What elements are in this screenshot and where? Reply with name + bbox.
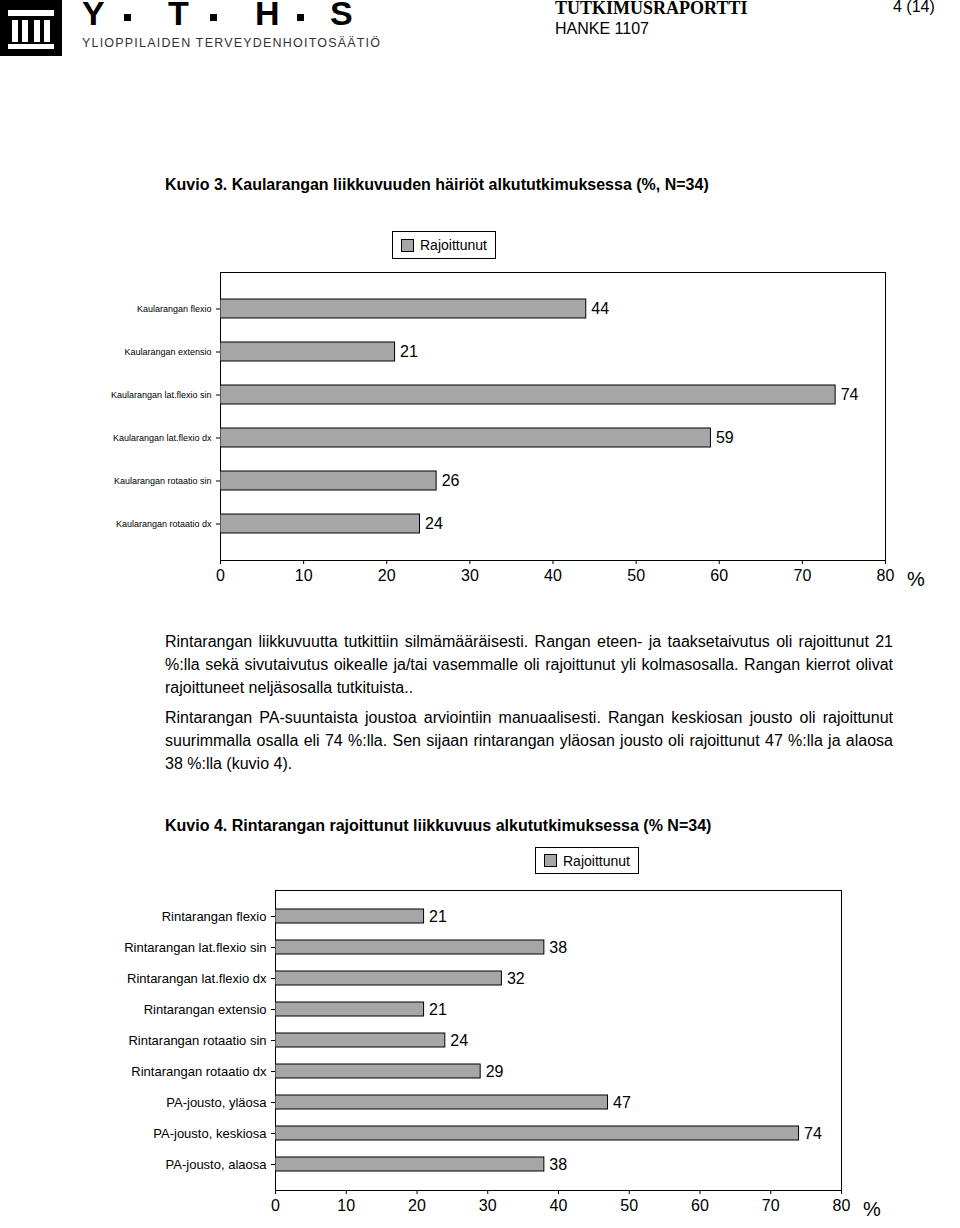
html-text:YLIOPPILAIDEN TERVEYDENHOITOSÄ: YLIOPPILAIDEN TERVEYDENHOITOSÄÄTIÖ <box>82 36 382 50</box>
svg-text:Kaularangan flexio: Kaularangan flexio <box>137 304 212 314</box>
svg-text:0: 0 <box>271 1197 280 1214</box>
svg-text:60: 60 <box>710 567 728 584</box>
svg-text:Rintarangan rotaatio dx: Rintarangan rotaatio dx <box>131 1064 267 1079</box>
html-text:Kuvio 4. Rintarangan rajoittun: Kuvio 4. Rintarangan rajoittunut liikkuv… <box>165 817 712 834</box>
svg-text:Rintarangan extensio: Rintarangan extensio <box>144 1002 267 1017</box>
svg-text:80: 80 <box>833 1197 851 1214</box>
html-text:Rajoittunut: Rajoittunut <box>563 852 630 869</box>
svg-text:40: 40 <box>544 567 562 584</box>
svg-text:PA-jousto, alaosa: PA-jousto, alaosa <box>166 1157 268 1172</box>
svg-text:10: 10 <box>337 1197 355 1214</box>
svg-text:60: 60 <box>691 1197 709 1214</box>
svg-text:26: 26 <box>442 472 460 489</box>
svg-text:21: 21 <box>400 343 418 360</box>
svg-text:21: 21 <box>429 908 447 925</box>
svg-text:Kaularangan extensio: Kaularangan extensio <box>124 347 211 357</box>
svg-text:Kaularangan lat.flexio sin: Kaularangan lat.flexio sin <box>111 390 212 400</box>
svg-text:20: 20 <box>378 567 396 584</box>
svg-text:Kaularangan rotaatio dx: Kaularangan rotaatio dx <box>116 519 212 529</box>
svg-text:74: 74 <box>804 1125 822 1142</box>
svg-text:Rintarangan lat.flexio sin: Rintarangan lat.flexio sin <box>124 940 266 955</box>
svg-text:44: 44 <box>591 300 609 317</box>
svg-text:Kaularangan rotaatio sin: Kaularangan rotaatio sin <box>114 476 212 486</box>
html-text:Rajoittunut: Rajoittunut <box>420 237 487 253</box>
html-text:Rintarangan PA-suuntaista jous: Rintarangan PA-suuntaista joustoa arvioi… <box>165 709 893 772</box>
svg-text:38: 38 <box>549 1156 567 1173</box>
svg-text:38: 38 <box>549 939 567 956</box>
html-text:Rintarangan liikkuvuutta tutki: Rintarangan liikkuvuutta tutkittiin silm… <box>165 633 893 696</box>
svg-text:24: 24 <box>425 515 443 532</box>
svg-text:70: 70 <box>793 567 811 584</box>
svg-text:30: 30 <box>461 567 479 584</box>
html-text:Kuvio 3. Kaularangan liikkuvuu: Kuvio 3. Kaularangan liikkuvuuden häiriö… <box>165 176 709 193</box>
svg-text:50: 50 <box>627 567 645 584</box>
svg-text:50: 50 <box>620 1197 638 1214</box>
svg-text:40: 40 <box>550 1197 568 1214</box>
svg-text:PA-jousto, keskiosa: PA-jousto, keskiosa <box>153 1126 267 1141</box>
svg-text:20: 20 <box>408 1197 426 1214</box>
svg-text:Kaularangan lat.flexio dx: Kaularangan lat.flexio dx <box>113 433 212 443</box>
svg-text:0: 0 <box>216 567 225 584</box>
svg-text:21: 21 <box>429 1001 447 1018</box>
svg-text:Rintarangan rotaatio sin: Rintarangan rotaatio sin <box>128 1033 266 1048</box>
svg-text:29: 29 <box>486 1063 504 1080</box>
svg-text:47: 47 <box>613 1094 631 1111</box>
svg-text:PA-jousto, yläosa: PA-jousto, yläosa <box>166 1095 267 1110</box>
svg-text:80: 80 <box>877 567 895 584</box>
svg-text:Rintarangan flexio: Rintarangan flexio <box>162 909 267 924</box>
svg-text:32: 32 <box>507 970 525 987</box>
svg-text:24: 24 <box>450 1032 468 1049</box>
svg-text:30: 30 <box>479 1197 497 1214</box>
svg-text:Rintarangan lat.flexio dx: Rintarangan lat.flexio dx <box>127 971 267 986</box>
svg-text:59: 59 <box>716 429 734 446</box>
html-text:HANKE 1107: HANKE 1107 <box>555 20 649 37</box>
svg-text:10: 10 <box>295 567 313 584</box>
svg-text:74: 74 <box>841 386 859 403</box>
svg-text:70: 70 <box>762 1197 780 1214</box>
